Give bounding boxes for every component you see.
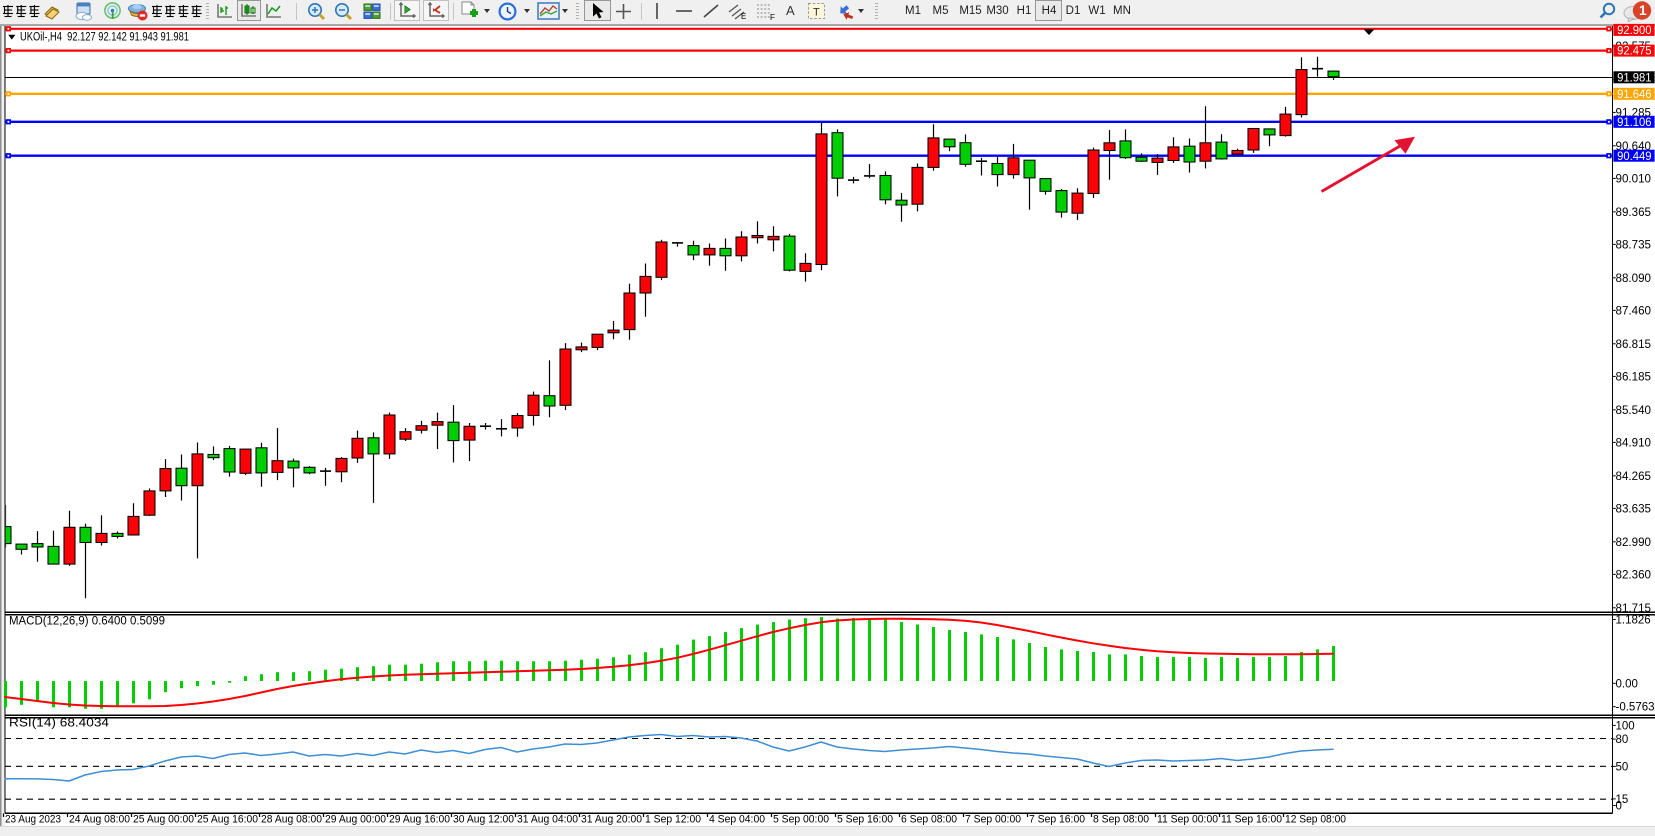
svg-text:85.540: 85.540	[1616, 405, 1652, 417]
svg-text:92.900: 92.900	[1617, 25, 1652, 37]
svg-text:RSI(14) 68.4034: RSI(14) 68.4034	[9, 718, 110, 730]
svg-text:29 Aug 16:00: 29 Aug 16:00	[389, 814, 450, 826]
svg-text:F: F	[770, 13, 775, 21]
svg-text:84.265: 84.265	[1616, 471, 1652, 483]
svg-text:82.990: 82.990	[1616, 537, 1652, 549]
svg-text:11 Sep 00:00: 11 Sep 00:00	[1157, 814, 1218, 826]
svg-text:5 Sep 00:00: 5 Sep 00:00	[773, 814, 829, 826]
svg-text:1 Sep 12:00: 1 Sep 12:00	[645, 814, 701, 826]
svg-text:8 Sep 08:00: 8 Sep 08:00	[1093, 814, 1149, 826]
svg-text:7 Sep 16:00: 7 Sep 16:00	[1029, 814, 1085, 826]
svg-text:88.090: 88.090	[1616, 273, 1652, 285]
svg-text:84.910: 84.910	[1616, 437, 1652, 449]
svg-text:1.1826: 1.1826	[1616, 615, 1651, 627]
svg-text:7 Sep 00:00: 7 Sep 00:00	[965, 814, 1021, 826]
svg-text:T: T	[813, 7, 820, 19]
svg-text:5 Sep 16:00: 5 Sep 16:00	[837, 814, 893, 826]
svg-text:24 Aug 08:00: 24 Aug 08:00	[69, 814, 130, 826]
svg-text:E: E	[741, 12, 746, 21]
svg-text:11 Sep 16:00: 11 Sep 16:00	[1221, 814, 1282, 826]
svg-text:1: 1	[1639, 3, 1647, 18]
svg-text:UKOil-,H4 92.127 92.142 91.94: UKOil-,H4 92.127 92.142 91.943 91.981	[20, 32, 189, 44]
svg-text:28 Aug 08:00: 28 Aug 08:00	[261, 814, 322, 826]
svg-text:31 Aug 20:00: 31 Aug 20:00	[581, 814, 642, 826]
svg-text:12 Sep 08:00: 12 Sep 08:00	[1285, 814, 1346, 826]
svg-text:89.365: 89.365	[1616, 207, 1652, 219]
svg-text:0: 0	[1616, 801, 1622, 813]
svg-text:25 Aug 16:00: 25 Aug 16:00	[197, 814, 258, 826]
svg-text:-0.5763: -0.5763	[1616, 702, 1655, 714]
svg-text:91.981: 91.981	[1617, 72, 1652, 84]
svg-text:91.646: 91.646	[1617, 89, 1652, 101]
svg-text:29 Aug 00:00: 29 Aug 00:00	[325, 814, 386, 826]
svg-text:86.815: 86.815	[1616, 339, 1652, 351]
svg-text:6 Sep 08:00: 6 Sep 08:00	[901, 814, 957, 826]
svg-text:15: 15	[1616, 794, 1629, 806]
svg-text:100: 100	[1616, 720, 1635, 732]
svg-text:25 Aug 00:00: 25 Aug 00:00	[133, 814, 194, 826]
svg-text:90.010: 90.010	[1616, 173, 1652, 185]
svg-text:82.360: 82.360	[1616, 569, 1652, 581]
svg-text:MACD(12,26,9) 0.6400 0.5099: MACD(12,26,9) 0.6400 0.5099	[9, 616, 165, 628]
svg-text:83.635: 83.635	[1616, 503, 1652, 515]
svg-text:0.00: 0.00	[1616, 678, 1638, 690]
svg-text:81.715: 81.715	[1616, 603, 1652, 615]
svg-text:91.106: 91.106	[1617, 117, 1652, 129]
svg-text:87.460: 87.460	[1616, 305, 1652, 317]
svg-text:50: 50	[1616, 761, 1629, 773]
svg-text:4 Sep 04:00: 4 Sep 04:00	[709, 814, 765, 826]
svg-text:88.735: 88.735	[1616, 239, 1652, 251]
svg-text:23 Aug 2023: 23 Aug 2023	[5, 814, 61, 826]
svg-text:86.185: 86.185	[1616, 371, 1652, 383]
svg-text:31 Aug 04:00: 31 Aug 04:00	[517, 814, 578, 826]
svg-text:30 Aug 12:00: 30 Aug 12:00	[453, 814, 514, 826]
svg-text:92.475: 92.475	[1617, 46, 1652, 58]
svg-text:80: 80	[1616, 734, 1629, 746]
svg-text:90.449: 90.449	[1617, 151, 1652, 163]
